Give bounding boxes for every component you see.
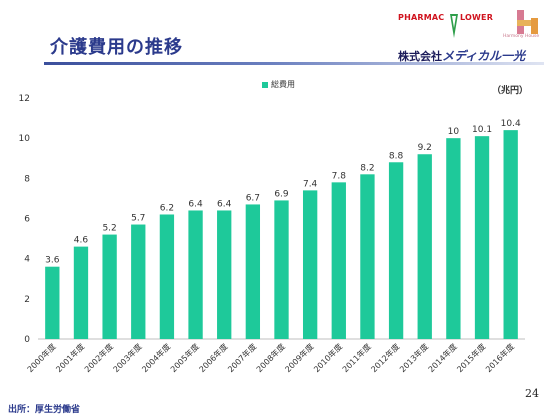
bar — [446, 138, 461, 339]
bar — [217, 210, 232, 339]
x-tick-label: 2007年度 — [225, 341, 258, 374]
x-tick-label: 2006年度 — [197, 341, 230, 374]
data-label: 5.2 — [102, 224, 116, 234]
x-tick-label: 2005年度 — [168, 341, 201, 374]
x-tick-label: 2001年度 — [54, 341, 87, 374]
bar — [331, 182, 346, 339]
data-label: 10 — [448, 127, 460, 137]
x-tick-label: 2013年度 — [397, 341, 430, 374]
x-tick-label: 2004年度 — [140, 341, 173, 374]
bar — [274, 200, 289, 339]
title-underline — [44, 62, 544, 65]
data-label: 6.2 — [160, 203, 174, 213]
bar — [245, 204, 261, 339]
bar — [302, 190, 318, 339]
logo-pharmacy-text: PHARMAC — [398, 13, 445, 22]
data-label: 7.8 — [332, 171, 347, 181]
data-label: 8.2 — [360, 163, 374, 173]
legend-label: 総費用 — [271, 80, 295, 89]
y-tick-label: 6 — [24, 215, 30, 225]
data-label: 3.6 — [45, 256, 60, 266]
data-label: 4.6 — [74, 236, 89, 246]
y-tick-label: 12 — [19, 94, 30, 104]
y-tick-label: 0 — [24, 335, 30, 345]
bar — [73, 246, 89, 339]
y-tick-label: 8 — [24, 174, 30, 184]
harmony-house-logo-icon — [517, 10, 538, 34]
x-tick-label: 2003年度 — [111, 341, 144, 374]
data-label: 6.7 — [246, 193, 260, 203]
x-tick-label: 2015年度 — [455, 341, 488, 374]
x-tick-label: 2008年度 — [254, 341, 287, 374]
data-label: 10.1 — [472, 125, 492, 135]
y-tick-label: 4 — [24, 255, 30, 265]
data-label: 6.4 — [188, 199, 203, 209]
data-label: 8.8 — [389, 151, 404, 161]
bar — [388, 162, 404, 339]
data-label: 6.9 — [274, 189, 289, 199]
bar — [417, 154, 432, 339]
bar — [188, 210, 203, 339]
data-label: 5.7 — [131, 214, 145, 224]
data-label: 10.4 — [501, 119, 521, 129]
bar — [159, 214, 175, 339]
bar — [102, 234, 117, 339]
unit-label: （兆円） — [492, 86, 529, 96]
y-tick-label: 2 — [24, 295, 30, 305]
page-title: 介護費用の推移 — [50, 37, 183, 58]
x-tick-label: 2016年度 — [483, 341, 516, 374]
chart-legend: 総費用 — [262, 79, 295, 90]
bar — [131, 224, 146, 339]
legend-swatch — [262, 81, 268, 88]
x-tick-label: 2002年度 — [82, 341, 115, 374]
data-label: 9.2 — [418, 143, 432, 153]
x-tick-label: 2014年度 — [426, 341, 459, 374]
harmony-house-text: Harmony House — [503, 34, 540, 39]
data-label: 7.4 — [303, 179, 318, 189]
company-brand: 株式会社メディカル一光 — [398, 47, 525, 64]
brand-prefix: 株式会社 — [398, 50, 442, 63]
x-tick-label: 2009年度 — [283, 341, 316, 374]
x-tick-label: 2011年度 — [340, 341, 373, 374]
source-note: 出所：厚生労働省 — [8, 405, 81, 415]
bar — [360, 174, 375, 339]
page-number: 24 — [525, 387, 539, 400]
bar — [503, 130, 518, 339]
bar — [474, 136, 490, 339]
x-tick-label: 2000年度 — [25, 341, 58, 374]
data-label: 6.4 — [217, 199, 232, 209]
logo-flower-text: LOWER — [460, 13, 494, 22]
flower-mark-icon — [450, 14, 458, 38]
y-tick-label: 10 — [19, 134, 31, 144]
bar — [45, 266, 60, 339]
x-tick-label: 2012年度 — [369, 341, 402, 374]
x-tick-label: 2010年度 — [311, 341, 344, 374]
brand-name: メディカル一光 — [442, 49, 526, 63]
